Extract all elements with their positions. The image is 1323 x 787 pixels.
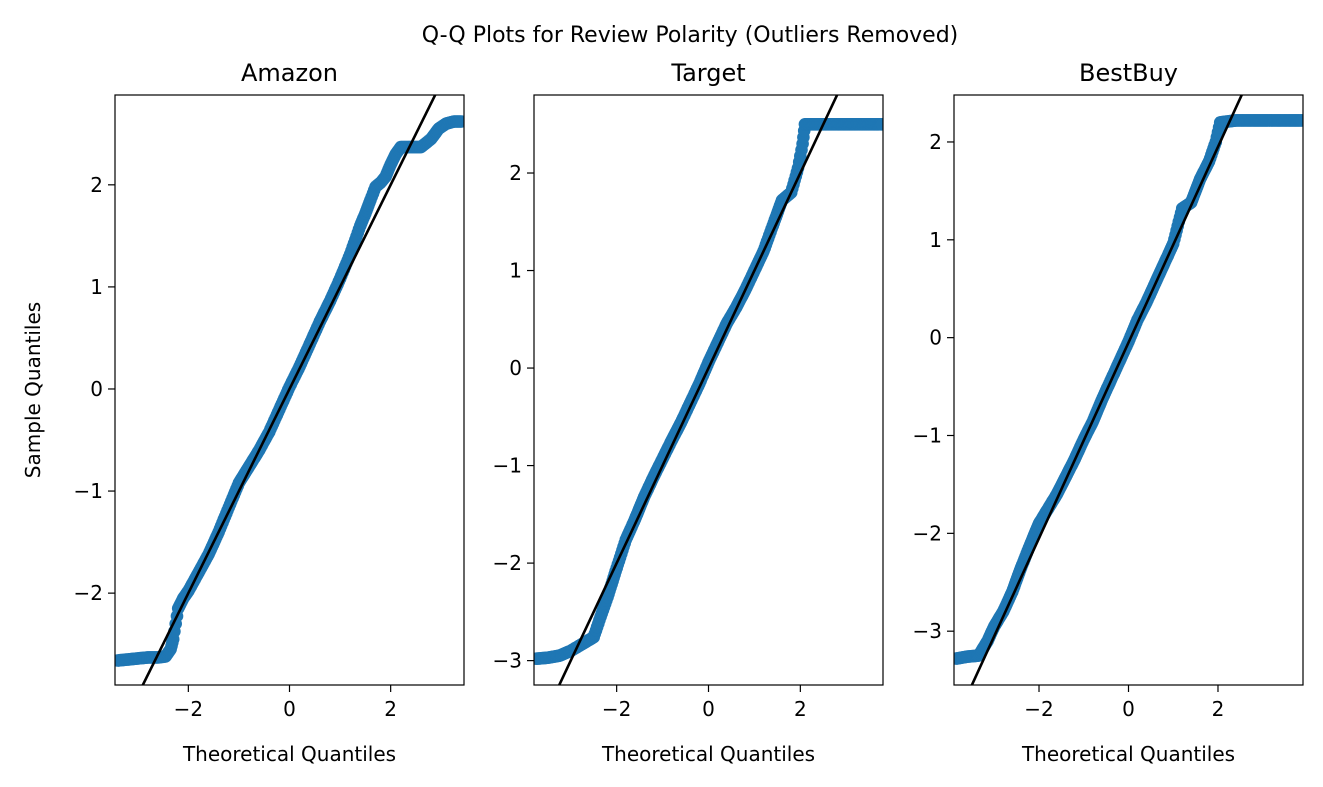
panel-0-group: Amazon −2 0 2 −2 −1 0 1 2 Theoretical Quantiles Sa… bbox=[21, 59, 465, 766]
subplot-title: Target bbox=[670, 59, 745, 87]
data-point bbox=[875, 118, 883, 131]
x-axis-label: Theoretical Quantiles bbox=[601, 742, 815, 766]
x-tick-label: −2 bbox=[174, 697, 203, 721]
reference-line bbox=[970, 95, 1244, 685]
subplot-title: Amazon bbox=[241, 59, 338, 87]
y-tick-label: −3 bbox=[493, 649, 522, 673]
y-tick-label: −3 bbox=[913, 619, 942, 643]
x-tick-label: 0 bbox=[702, 697, 715, 721]
x-tick-label: 0 bbox=[283, 697, 296, 721]
y-tick-label: −2 bbox=[913, 521, 942, 545]
figure-suptitle: Q-Q Plots for Review Polarity (Outliers … bbox=[422, 23, 959, 48]
panel-2-group: BestBuy −2 0 2 −3 −2 −1 0 1 2 Theoretical Quantile… bbox=[913, 59, 1304, 766]
y-tick-label: 0 bbox=[929, 326, 942, 350]
panel-1-group: Target −2 0 2 −3 −2 −1 0 1 2 Theoretical Quantiles bbox=[493, 59, 884, 766]
x-tick-label: 0 bbox=[1122, 697, 1135, 721]
x-tick-label: −2 bbox=[602, 697, 631, 721]
y-tick-label: −1 bbox=[913, 423, 942, 447]
x-tick-label: 2 bbox=[794, 697, 807, 721]
y-tick-label: −2 bbox=[74, 581, 103, 605]
subplot-title: BestBuy bbox=[1079, 59, 1178, 87]
y-tick-label: 1 bbox=[509, 259, 522, 283]
y-tick-label: 0 bbox=[509, 356, 522, 380]
data-point bbox=[455, 115, 464, 128]
reference-line bbox=[557, 95, 839, 685]
y-tick-label: 1 bbox=[929, 228, 942, 252]
y-tick-label: −1 bbox=[74, 479, 103, 503]
x-axis-label: Theoretical Quantiles bbox=[182, 742, 396, 766]
y-tick-label: 2 bbox=[90, 173, 103, 197]
x-tick-label: −2 bbox=[1024, 697, 1053, 721]
y-tick-label: −1 bbox=[493, 454, 522, 478]
subplot-panels: Amazon −2 0 2 −2 −1 0 1 2 Theoretical Quantiles Sa… bbox=[21, 59, 1304, 766]
data-point bbox=[1295, 114, 1303, 127]
y-tick-label: 2 bbox=[509, 161, 522, 185]
y-tick-label: 2 bbox=[929, 130, 942, 154]
reference-line bbox=[141, 95, 437, 685]
x-tick-label: 2 bbox=[384, 697, 397, 721]
x-tick-label: 2 bbox=[1212, 697, 1225, 721]
y-axis-label: Sample Quantiles bbox=[21, 302, 45, 478]
y-tick-label: −2 bbox=[493, 551, 522, 575]
x-axis-label: Theoretical Quantiles bbox=[1021, 742, 1235, 766]
y-tick-label: 1 bbox=[90, 275, 103, 299]
y-tick-label: 0 bbox=[90, 377, 103, 401]
